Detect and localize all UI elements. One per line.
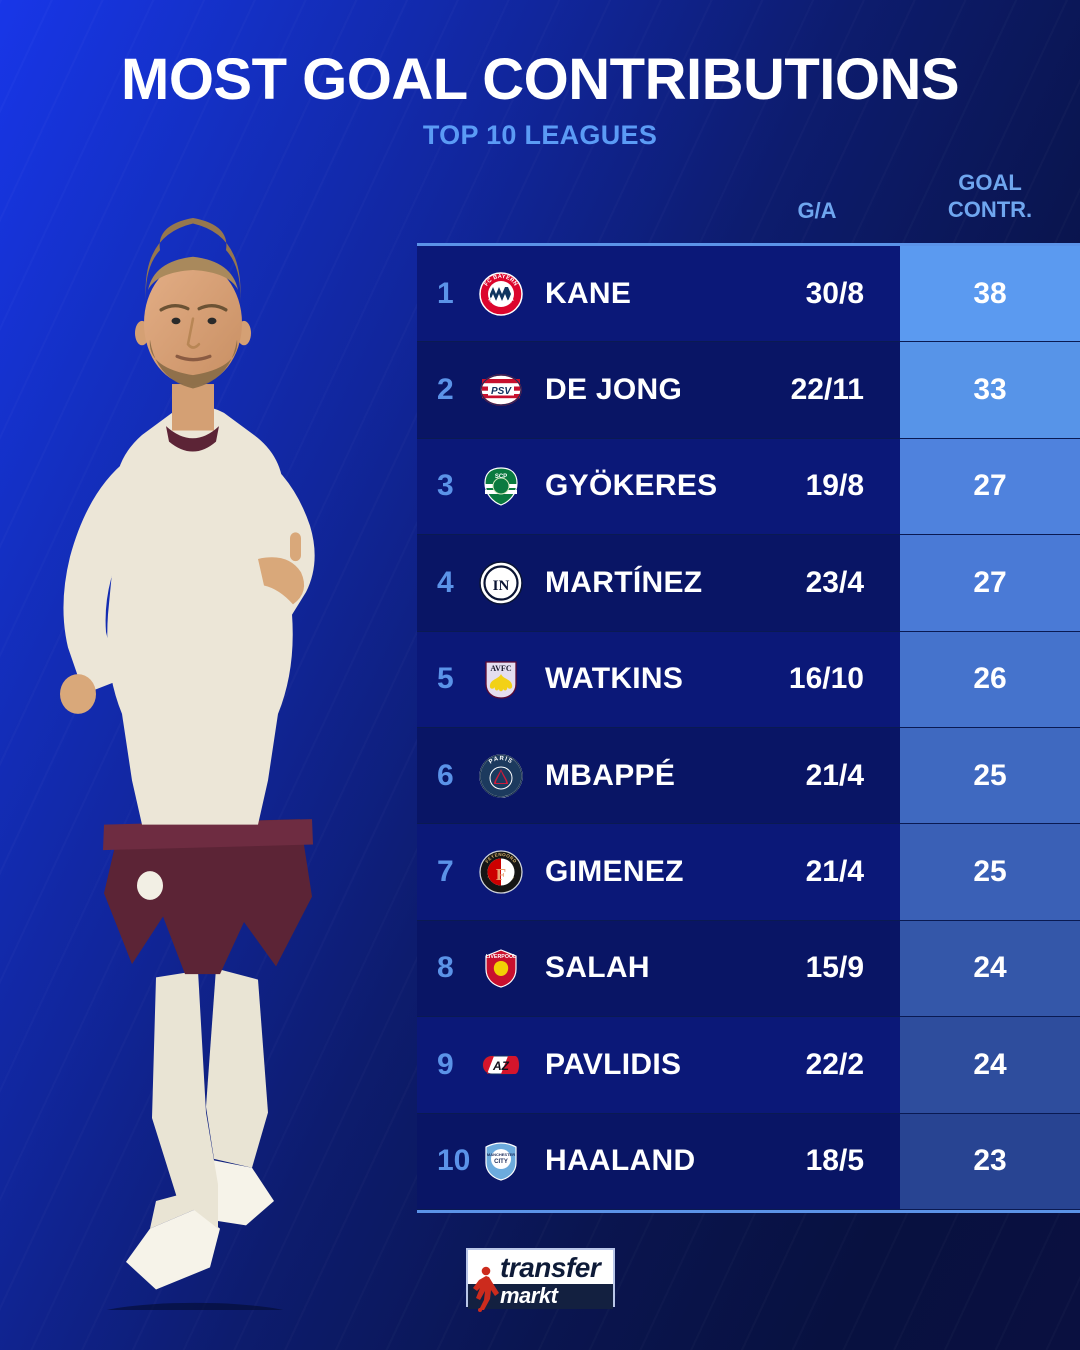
svg-text:AZ: AZ	[492, 1059, 510, 1073]
svg-text:MANCHESTER: MANCHESTER	[487, 1152, 515, 1157]
svg-text:SCP: SCP	[495, 474, 507, 480]
svg-text:F: F	[496, 865, 506, 884]
svg-text:CITY: CITY	[494, 1159, 508, 1165]
svg-text:LIVERPOOL: LIVERPOOL	[486, 954, 517, 960]
svg-text:AVFC: AVFC	[490, 664, 511, 673]
svg-text:IN: IN	[493, 578, 510, 594]
svg-text:PSV: PSV	[491, 386, 512, 397]
